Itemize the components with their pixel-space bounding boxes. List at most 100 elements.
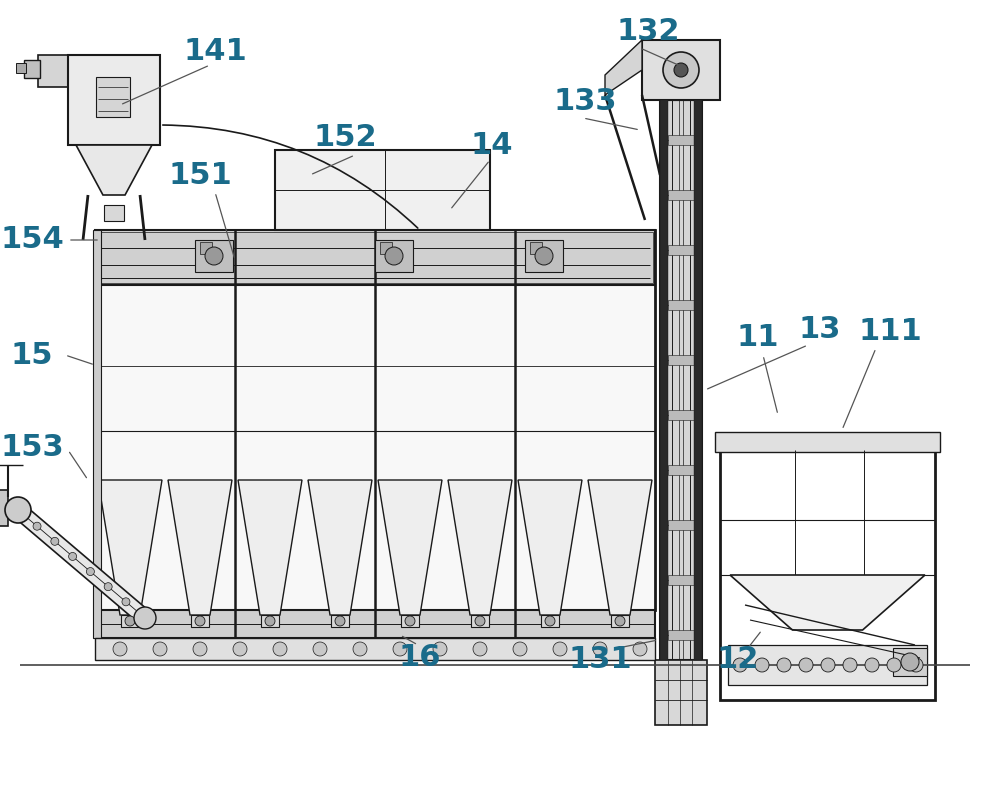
Bar bbox=[720, 450, 935, 700]
Text: 154: 154 bbox=[0, 225, 64, 255]
Bar bbox=[668, 135, 694, 145]
Circle shape bbox=[733, 658, 747, 672]
Bar bbox=[315, 165, 337, 230]
Bar bbox=[668, 245, 694, 255]
Bar bbox=[668, 190, 694, 200]
Bar bbox=[642, 40, 720, 100]
Bar bbox=[96, 77, 130, 117]
Text: 11: 11 bbox=[737, 323, 779, 353]
Bar bbox=[668, 300, 694, 310]
Circle shape bbox=[633, 642, 647, 656]
FancyArrowPatch shape bbox=[163, 125, 418, 228]
Circle shape bbox=[821, 658, 835, 672]
Circle shape bbox=[51, 537, 59, 545]
Circle shape bbox=[335, 616, 345, 626]
Polygon shape bbox=[238, 480, 302, 615]
Bar bbox=[525, 240, 563, 272]
Circle shape bbox=[33, 522, 41, 530]
Text: 141: 141 bbox=[183, 37, 247, 67]
Bar bbox=[200, 242, 212, 254]
Bar bbox=[715, 432, 940, 452]
Circle shape bbox=[205, 247, 223, 265]
Polygon shape bbox=[378, 480, 442, 615]
Bar bbox=[465, 165, 487, 230]
Circle shape bbox=[122, 598, 130, 606]
Circle shape bbox=[233, 642, 247, 656]
Circle shape bbox=[473, 642, 487, 656]
Circle shape bbox=[385, 247, 403, 265]
Circle shape bbox=[553, 642, 567, 656]
Bar bbox=[380, 242, 392, 254]
Circle shape bbox=[777, 658, 791, 672]
Text: 15: 15 bbox=[11, 341, 53, 369]
Circle shape bbox=[433, 642, 447, 656]
Circle shape bbox=[674, 63, 688, 77]
Bar bbox=[191, 615, 209, 627]
Circle shape bbox=[153, 642, 167, 656]
Polygon shape bbox=[308, 480, 372, 615]
Bar bbox=[313, 162, 339, 172]
Circle shape bbox=[69, 552, 77, 560]
Circle shape bbox=[843, 658, 857, 672]
Polygon shape bbox=[730, 575, 925, 630]
Circle shape bbox=[593, 642, 607, 656]
Circle shape bbox=[125, 616, 135, 626]
Circle shape bbox=[909, 658, 923, 672]
Bar bbox=[668, 465, 694, 475]
Circle shape bbox=[887, 658, 901, 672]
Bar bbox=[530, 242, 542, 254]
Bar bbox=[611, 615, 629, 627]
Circle shape bbox=[265, 616, 275, 626]
Bar bbox=[275, 150, 490, 230]
Text: 14: 14 bbox=[471, 131, 513, 159]
Polygon shape bbox=[76, 145, 152, 195]
Bar bbox=[660, 100, 668, 660]
Text: 132: 132 bbox=[616, 18, 680, 46]
Bar bbox=[668, 575, 694, 585]
Bar bbox=[668, 410, 694, 420]
Circle shape bbox=[535, 247, 553, 265]
Bar bbox=[668, 630, 694, 640]
Circle shape bbox=[104, 583, 112, 591]
Polygon shape bbox=[518, 480, 582, 615]
Bar bbox=[660, 100, 702, 660]
Text: 133: 133 bbox=[553, 88, 617, 116]
Polygon shape bbox=[168, 480, 232, 615]
Bar bbox=[68, 55, 160, 145]
Bar bbox=[195, 240, 233, 272]
Text: 111: 111 bbox=[858, 318, 922, 346]
Bar bbox=[541, 615, 559, 627]
Polygon shape bbox=[13, 504, 150, 624]
Bar bbox=[893, 648, 927, 676]
Polygon shape bbox=[588, 480, 652, 615]
Bar bbox=[16, 63, 26, 73]
Circle shape bbox=[273, 642, 287, 656]
Text: 152: 152 bbox=[313, 123, 377, 153]
Bar bbox=[668, 355, 694, 365]
Text: 151: 151 bbox=[168, 161, 232, 189]
Polygon shape bbox=[448, 480, 512, 615]
Bar bbox=[331, 615, 349, 627]
Bar bbox=[655, 660, 707, 725]
Bar bbox=[121, 615, 139, 627]
Text: 131: 131 bbox=[568, 646, 632, 674]
Circle shape bbox=[313, 642, 327, 656]
Bar bbox=[95, 230, 655, 285]
Circle shape bbox=[799, 658, 813, 672]
Bar bbox=[401, 615, 419, 627]
Polygon shape bbox=[98, 480, 162, 615]
Bar bbox=[95, 638, 655, 660]
Bar bbox=[471, 615, 489, 627]
Bar bbox=[97, 232, 653, 283]
Circle shape bbox=[113, 642, 127, 656]
Circle shape bbox=[393, 642, 407, 656]
Circle shape bbox=[475, 616, 485, 626]
Circle shape bbox=[545, 616, 555, 626]
Circle shape bbox=[663, 52, 699, 88]
Bar bbox=[375, 240, 413, 272]
Circle shape bbox=[5, 497, 31, 523]
Circle shape bbox=[134, 607, 156, 629]
Polygon shape bbox=[605, 40, 642, 95]
Circle shape bbox=[865, 658, 879, 672]
Text: 12: 12 bbox=[717, 646, 759, 674]
